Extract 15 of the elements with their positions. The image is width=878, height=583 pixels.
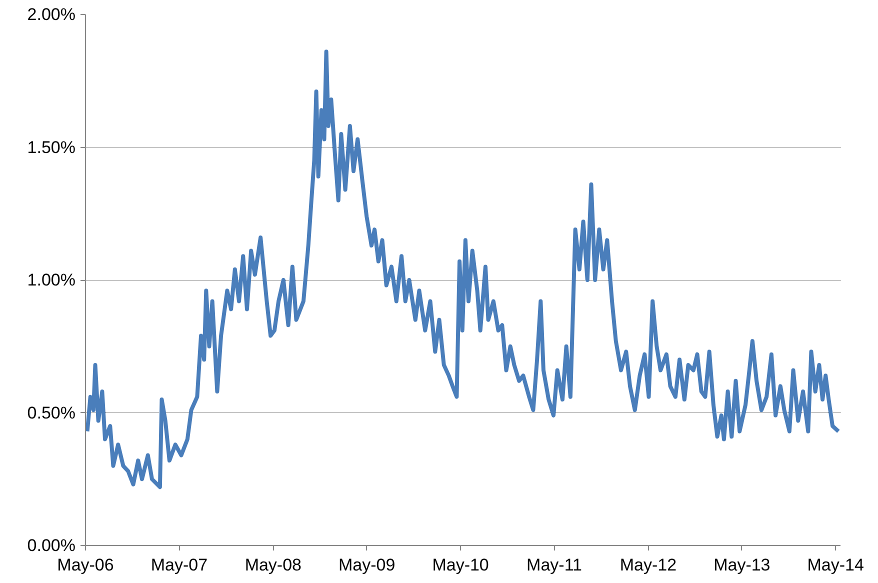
y-tick-label: 1.50% [27, 138, 76, 157]
line-series [86, 50, 840, 490]
y-tick-label: 1.00% [27, 270, 76, 290]
x-tick-label: May-11 [526, 556, 582, 574]
y-tick-label: 2.00% [27, 5, 76, 24]
x-tick-label: May-08 [244, 556, 302, 574]
x-tick-label: May-10 [432, 556, 489, 574]
x-tick-label: May-07 [150, 556, 208, 574]
x-tick-label: May-09 [338, 556, 396, 574]
x-tick-label: May-12 [620, 556, 677, 574]
y-tick-label: 0.50% [27, 403, 76, 422]
y-tick-label: 0.00% [27, 536, 76, 555]
x-tick-label: May-14 [807, 556, 864, 574]
x-tick-label: May-13 [714, 556, 770, 574]
x-tick-label: May-06 [57, 556, 114, 574]
